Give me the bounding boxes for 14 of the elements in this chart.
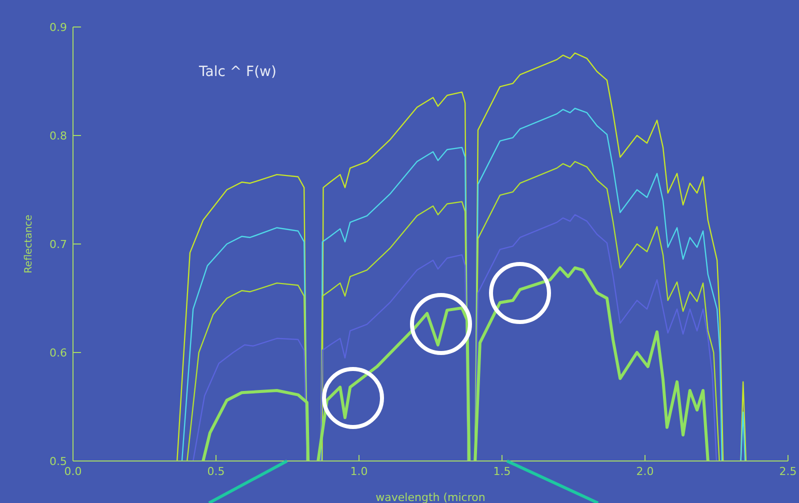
- annotation: Talc ^ F(w): [199, 64, 276, 80]
- y-tick-label: 0.5: [50, 454, 67, 468]
- y-tick-label: 0.8: [50, 129, 67, 142]
- y-tick-label: 0.9: [50, 20, 67, 34]
- x-axis-title: wavelength (micron: [376, 491, 486, 503]
- x-tick-label: 1.5: [493, 464, 511, 478]
- x-tick-label: 0.0: [64, 464, 82, 478]
- x-tick-label: 1.0: [350, 464, 368, 478]
- y-axis-title: Reflectance: [24, 214, 35, 274]
- y-tick-label: 0.6: [50, 346, 67, 360]
- x-tick-label: 2.0: [636, 464, 654, 478]
- x-tick-label: 0.5: [207, 464, 225, 478]
- y-tick-label: 0.7: [50, 238, 67, 251]
- x-tick-label: 2.5: [779, 464, 797, 478]
